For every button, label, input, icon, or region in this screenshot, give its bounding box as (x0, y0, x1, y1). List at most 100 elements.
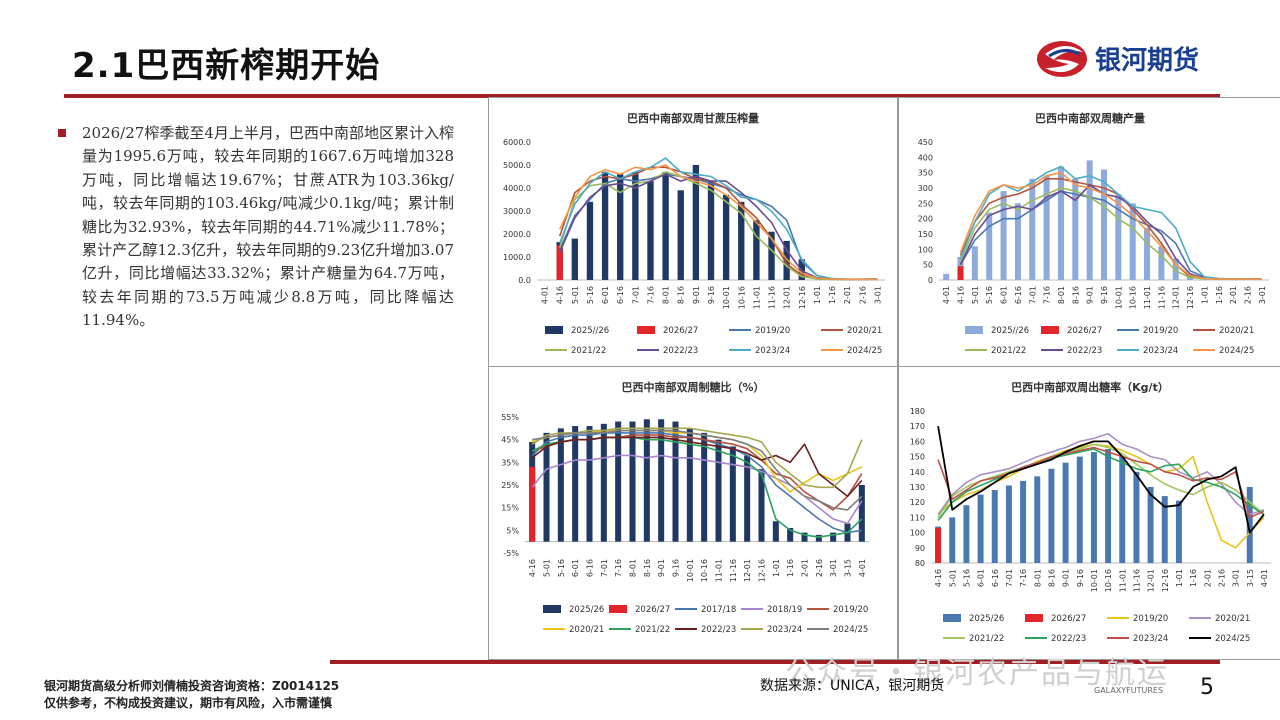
x-tick-label: 3-01 (1258, 286, 1267, 304)
x-tick-label: 8-16 (1071, 286, 1080, 304)
logo-text: 银河期货 (1095, 46, 1200, 76)
x-tick-label: 8-16 (1047, 569, 1056, 587)
x-tick-label: 6-16 (616, 286, 625, 304)
bar (971, 246, 978, 280)
x-tick-label: 11-01 (715, 559, 724, 582)
summary-text: 2026/27榨季截至4月上半月，巴西中南部地区累计入榨量为1995.6万吨，较… (82, 124, 454, 330)
page-title: 2.1巴西新榨期开始 (72, 46, 381, 86)
x-tick-label: 11-01 (1118, 569, 1127, 592)
bar (991, 490, 998, 563)
y-tick-label: 130 (910, 483, 925, 492)
bar (571, 238, 579, 280)
legend-label: 2026/27 (663, 326, 698, 336)
x-tick-label: 8-01 (629, 559, 638, 577)
legend-label: 2023/24 (1133, 634, 1168, 644)
bar (1172, 258, 1179, 280)
bar (1086, 160, 1093, 280)
legend-label: 2022/23 (1067, 346, 1102, 356)
bar (815, 534, 822, 542)
x-tick-label: 1-16 (1189, 569, 1198, 587)
legend-label: 2023/24 (755, 346, 790, 356)
y-tick-label: 300 (918, 184, 933, 193)
x-tick-label: 4-01 (541, 286, 550, 304)
legend-swatch (943, 614, 961, 622)
y-tick-label: 160 (910, 437, 925, 446)
x-tick-label: 9-01 (657, 559, 666, 577)
x-tick-label: 2-16 (858, 286, 867, 304)
bar (1161, 496, 1168, 563)
x-tick-label: 9-16 (1076, 569, 1085, 587)
x-tick-label: 3-15 (1246, 569, 1255, 587)
disclaimer: 仅供参考，不构成投资建议，期市有风险，入市需谨慎 (44, 696, 333, 710)
x-tick-label: 5-16 (586, 286, 595, 304)
legend-label: 2025/26 (569, 605, 604, 615)
legend-label: 2018/19 (767, 605, 802, 615)
bar (529, 466, 536, 542)
x-tick-label: 12-01 (1172, 286, 1181, 309)
x-tick-label: 7-16 (1043, 286, 1052, 304)
x-tick-label: 6-01 (601, 286, 610, 304)
bar (707, 181, 715, 280)
y-tick-label: 6000.0 (503, 138, 531, 147)
x-tick-label: 8-16 (643, 559, 652, 577)
series-line (531, 427, 863, 489)
y-tick-label: 200 (918, 215, 933, 224)
x-tick-label: 2-01 (801, 559, 810, 577)
bar (1158, 246, 1165, 280)
x-tick-label: 6-16 (991, 569, 1000, 587)
bar (1005, 485, 1012, 563)
bar (1057, 166, 1064, 280)
x-tick-label: 5-01 (948, 569, 957, 587)
x-tick-label: 6-16 (1014, 286, 1023, 304)
bar (556, 245, 563, 280)
x-tick-label: 12-01 (743, 559, 752, 582)
legend-label: 2025//26 (571, 326, 609, 336)
sugar-output-chart: 巴西中南部双周糖产量 0 50 100 150 200 250 300 350 400 450 4-0… (918, 111, 1269, 356)
y-tick-label: 5000.0 (503, 161, 531, 170)
bar (963, 505, 970, 563)
series-line (937, 443, 1265, 518)
x-tick-label: 10-01 (1090, 569, 1099, 592)
bar (783, 240, 790, 280)
legend-label: 2024/25 (1215, 634, 1250, 644)
legend-label: 2021/22 (969, 634, 1004, 644)
bar (677, 190, 684, 280)
sugar-mix-chart: 巴西中南部双周制糖比（%） -5% 5% 15% 25% 35% 45% 55% 4-16 5-0… (501, 380, 869, 635)
bar (647, 181, 654, 280)
x-tick-label: 7-01 (1028, 286, 1037, 304)
bar (1000, 191, 1007, 280)
y-tick-label: 250 (918, 199, 933, 208)
chart-panel-sugar-mix: 巴西中南部双周制糖比（%） -5% 5% 15% 25% 35% 45% 55% 4-16 5-0… (488, 366, 898, 660)
bar (768, 231, 775, 280)
y-tick-label: 0.0 (518, 276, 531, 285)
legend-swatch (965, 326, 983, 334)
legend-label: 2020/21 (1215, 614, 1250, 624)
series-line (937, 448, 1265, 521)
legend-label: 2026/27 (1067, 326, 1102, 336)
x-tick-label: 9-01 (1086, 286, 1095, 304)
x-tick-label: 10-16 (1129, 286, 1138, 309)
series-line (531, 432, 862, 534)
x-tick-label: 5-16 (985, 286, 994, 304)
x-tick-label: 5-16 (962, 569, 971, 587)
series-line (937, 426, 1265, 534)
x-tick-label: 6-01 (571, 559, 580, 577)
x-tick-label: 4-01 (858, 559, 867, 577)
legend-swatch (543, 605, 561, 613)
x-tick-label: 2-01 (1203, 569, 1212, 587)
y-tick-label: 15% (501, 504, 519, 513)
bar (617, 174, 624, 280)
bar (1014, 203, 1021, 280)
x-tick-label: 11-01 (1143, 286, 1152, 309)
legend-label: 2026/27 (635, 605, 670, 615)
x-tick-label: 8-16 (677, 286, 686, 304)
legend-label: 2020/21 (847, 326, 882, 336)
bar (692, 165, 700, 280)
legend-label: 2022/23 (701, 625, 736, 635)
x-tick-label: 10-16 (737, 286, 746, 309)
data-source: 数据来源：UNICA，银河期货 (760, 678, 945, 694)
x-tick-label: 12-01 (783, 286, 792, 309)
series-line (558, 164, 878, 281)
bar (758, 469, 765, 542)
legend-label: 2020/21 (569, 625, 604, 635)
